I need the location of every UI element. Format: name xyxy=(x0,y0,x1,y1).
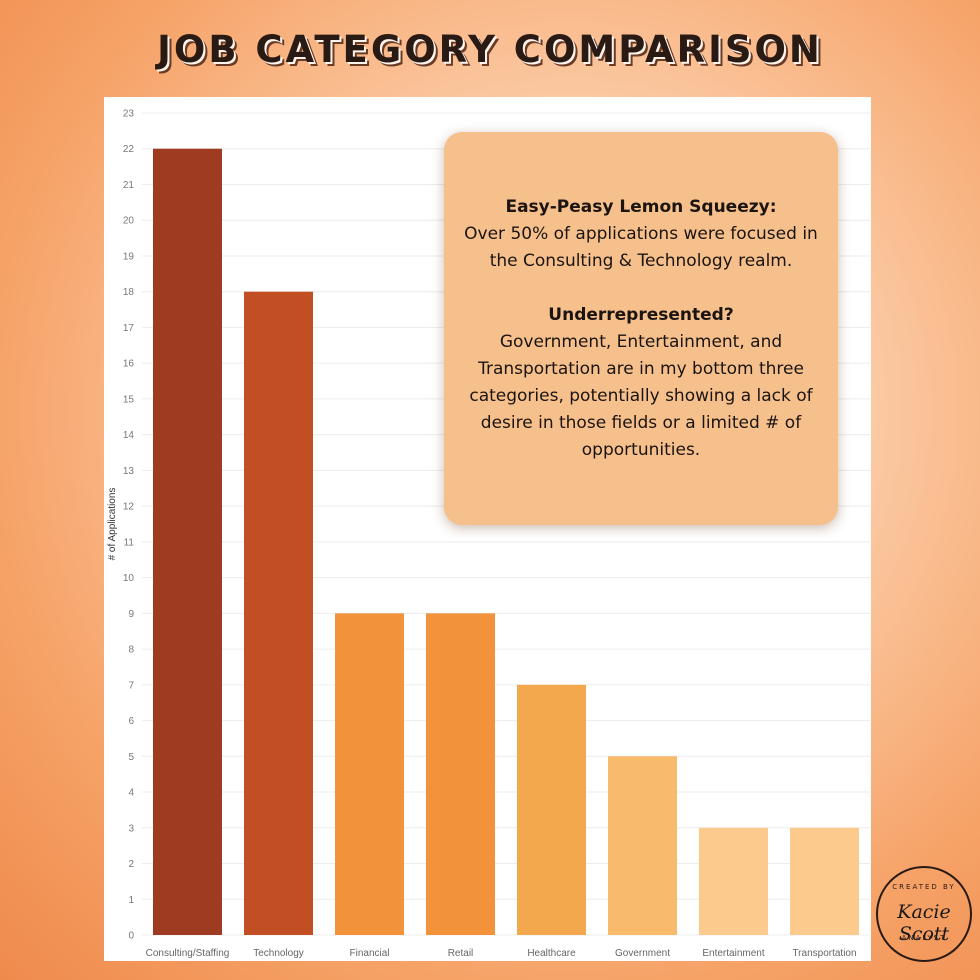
y-tick-label: 23 xyxy=(123,109,135,120)
y-tick-label: 2 xyxy=(128,859,134,870)
x-category-label: Healthcare xyxy=(527,948,576,959)
y-tick-label: 5 xyxy=(128,752,134,763)
callout-heading-2: Underrepresented? xyxy=(548,304,734,325)
y-tick-label: 11 xyxy=(124,537,135,548)
y-tick-label: 22 xyxy=(123,144,135,155)
y-tick-label: 13 xyxy=(123,466,135,477)
bar-entertainment xyxy=(699,827,768,935)
x-category-label: Government xyxy=(615,948,670,959)
badge-bottom-text: ANALYST xyxy=(901,934,947,942)
bar-chart: 01234567891011121314151617181920212223# … xyxy=(107,109,870,959)
x-category-label: Technology xyxy=(253,948,304,959)
y-tick-label: 1 xyxy=(128,895,134,906)
callout-heading-1: Easy-Peasy Lemon Squeezy: xyxy=(505,196,777,217)
y-axis-title: # of Applications xyxy=(107,488,118,561)
y-tick-label: 12 xyxy=(123,502,135,513)
badge-signature: Kacie Scott xyxy=(897,901,951,945)
y-tick-label: 14 xyxy=(123,430,135,441)
y-tick-label: 20 xyxy=(123,216,135,227)
y-tick-label: 7 xyxy=(128,680,134,691)
y-tick-label: 19 xyxy=(123,251,135,262)
callout-text-2: Government, Entertainment, and Transport… xyxy=(469,331,813,460)
y-tick-label: 3 xyxy=(128,823,134,834)
y-tick-label: 6 xyxy=(128,716,134,727)
callout-text-1: Over 50% of applications were focused in… xyxy=(464,223,818,271)
y-tick-label: 18 xyxy=(123,287,135,298)
x-category-label: Consulting/Staffing xyxy=(146,948,230,959)
x-category-label: Retail xyxy=(448,948,474,959)
bar-financial xyxy=(335,613,404,935)
insight-callout: Easy-Peasy Lemon Squeezy: Over 50% of ap… xyxy=(444,132,838,525)
bar-government xyxy=(608,756,677,935)
bar-healthcare xyxy=(517,684,586,935)
bar-technology xyxy=(244,291,313,935)
bar-transportation xyxy=(790,827,859,935)
x-category-label: Transportation xyxy=(792,948,856,959)
y-tick-label: 10 xyxy=(123,573,135,584)
y-tick-label: 0 xyxy=(128,931,134,942)
x-category-label: Entertainment xyxy=(702,948,764,959)
y-tick-label: 15 xyxy=(123,394,135,405)
y-tick-label: 4 xyxy=(128,788,134,799)
y-tick-label: 17 xyxy=(123,323,135,334)
creator-badge-logo: CREATED BY Kacie Scott ANALYST xyxy=(876,866,972,962)
x-category-label: Financial xyxy=(349,948,389,959)
y-tick-label: 9 xyxy=(128,609,134,620)
page-title: JOB CATEGORY COMPARISON xyxy=(157,28,823,71)
bar-consulting-staffing xyxy=(153,148,222,935)
bar-retail xyxy=(426,613,495,935)
y-tick-label: 16 xyxy=(123,359,135,370)
badge-top-text: CREATED BY xyxy=(892,883,956,891)
y-tick-label: 8 xyxy=(128,645,134,656)
y-tick-label: 21 xyxy=(123,180,135,191)
